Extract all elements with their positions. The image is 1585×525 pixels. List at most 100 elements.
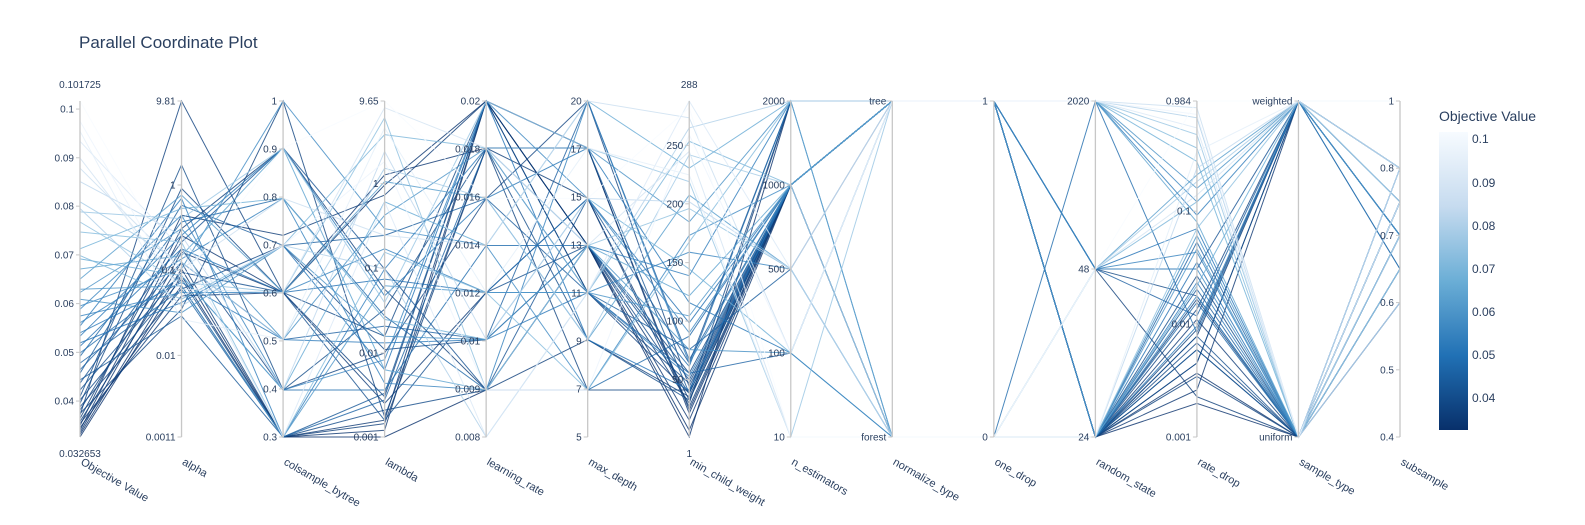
trial-line (79, 100, 1401, 439)
axis-tick-label: 0.08 (55, 202, 75, 213)
colorbar-tick-label: 0.06 (1472, 305, 1496, 320)
trial-line (79, 99, 1401, 439)
axis-tick-label: 0.4 (1380, 433, 1394, 444)
trial-line (79, 99, 1401, 438)
trial-line (79, 99, 1401, 438)
axis-tick-label: 0.1 (162, 266, 176, 277)
trial-line (79, 100, 1400, 438)
axis-tick-label: 0.09 (55, 153, 75, 164)
colorbar-tick-label: 0.09 (1472, 175, 1496, 190)
axis-tick-label: 0.1 (1177, 207, 1191, 218)
trial-line (79, 100, 1401, 391)
axis-title: Objective Value (79, 456, 151, 505)
axis-tick-label: 50 (672, 375, 684, 386)
axis-tick-label: 0.6 (263, 288, 277, 299)
axis-title: subsample (1399, 456, 1451, 493)
axis-tick-label: forest (861, 433, 886, 444)
axis-tick-label: 0.01 (461, 336, 481, 347)
axis-tick-label: 1 (1388, 97, 1394, 108)
axis-n-estimators[interactable]: 10 100 500 1000 2000 n_estimators (763, 97, 851, 499)
axis-tick-label: 150 (667, 258, 684, 269)
colorbar-tick-label: 0.04 (1472, 391, 1496, 406)
trial-line (79, 201, 1401, 439)
axis-tick-label: 9.81 (156, 97, 176, 108)
axis-tick-label: 200 (667, 199, 684, 210)
axis-tick-label: 0.014 (455, 241, 480, 252)
axis-title: alpha (180, 456, 210, 480)
axis-title: normalize_type (891, 456, 962, 504)
colorbar-tick-label: 0.08 (1472, 218, 1496, 233)
axis-tick-label: 0.7 (263, 241, 277, 252)
colorbar-tick-label: 0.07 (1472, 261, 1496, 276)
axis-range-min: 0.032653 (59, 449, 101, 460)
axis-title: min_child_weight (688, 456, 767, 509)
axis-tick-label: 0.3 (263, 433, 277, 444)
axis-tick-label: 0.05 (55, 348, 75, 359)
axis-tick-label: 0.9 (263, 145, 277, 156)
axis-tick-label: 0.0011 (146, 433, 176, 444)
axis-title: n_estimators (789, 456, 850, 498)
trial-line (79, 100, 1401, 439)
trial-line (79, 100, 1401, 438)
trial-line (79, 100, 1401, 439)
trial-line (79, 100, 1401, 438)
axis-tick-label: 24 (1078, 433, 1090, 444)
axis-tick-label: 1 (373, 179, 379, 190)
axis-title: colsample_bytree (282, 456, 363, 510)
axis-tick-label: 0.016 (455, 193, 480, 204)
axis-tick-label: 0.1 (60, 105, 74, 116)
trial-line (79, 183, 1401, 438)
axes-layer: 0.04 0.05 0.06 0.07 0.08 0.09 0.1 0.101725 0.032… (55, 80, 1451, 510)
axis-tick-label: 0.5 (1380, 365, 1394, 376)
axis-tick-label: 1000 (763, 181, 786, 192)
axis-title: lambda (383, 456, 421, 485)
colorbar (1439, 132, 1468, 430)
axis-range-min: 1 (686, 449, 692, 460)
trial-line (79, 100, 1400, 438)
axis-tick-label: 13 (571, 241, 583, 252)
axis-tick-label: 500 (768, 265, 785, 276)
axis-tick-label: 2000 (763, 97, 786, 108)
axis-tick-label: uniform (1259, 433, 1292, 444)
trial-line (79, 100, 1401, 438)
axis-tick-label: 0.6 (1380, 298, 1394, 309)
trial-line (79, 99, 1401, 439)
axis-range-max: 288 (681, 80, 698, 91)
axis-tick-label: 0.02 (461, 97, 481, 108)
axis-tick-label: weighted (1251, 97, 1292, 108)
trial-lines-layer (79, 99, 1401, 439)
axis-tick-label: 0.06 (55, 299, 75, 310)
trial-line (79, 100, 1401, 438)
axis-tick-label: 20 (571, 97, 583, 108)
axis-tick-label: tree (869, 97, 887, 108)
trial-line (79, 100, 1401, 439)
axis-tick-label: 11 (571, 288, 582, 299)
axis-title: rate_drop (1195, 456, 1242, 490)
axis-tick-label: 0.7 (1380, 231, 1394, 242)
axis-tick-label: 0.4 (263, 384, 277, 395)
colorbar-tick-label: 0.1 (1472, 132, 1489, 147)
trial-line (79, 100, 1401, 438)
axis-tick-label: 0.5 (263, 336, 277, 347)
axis-tick-label: 0.1 (365, 263, 379, 274)
axis-tick-label: 10 (774, 433, 786, 444)
axis-tick-label: 0.04 (55, 397, 75, 408)
axis-normalize-type[interactable]: forest tree normalize_type (861, 97, 961, 504)
trial-line (79, 100, 1401, 439)
axis-tick-label: 17 (571, 145, 583, 156)
trial-line (79, 100, 1401, 341)
trial-line (79, 100, 1401, 439)
colorbar-tick-label: 0.05 (1472, 348, 1496, 363)
axis-tick-label: 2020 (1067, 97, 1090, 108)
axis-tick-label: 250 (667, 141, 684, 152)
chart-title: Parallel Coordinate Plot (79, 33, 258, 52)
trial-line (79, 100, 1401, 438)
axis-tick-label: 0.984 (1166, 97, 1191, 108)
colorbar-title: Objective Value (1439, 108, 1537, 124)
axis-tick-label: 0.009 (455, 384, 480, 395)
trial-line (79, 100, 1401, 439)
trial-line (79, 99, 1401, 439)
axis-tick-label: 0.07 (55, 250, 75, 261)
axis-title: sample_type (1297, 456, 1357, 498)
